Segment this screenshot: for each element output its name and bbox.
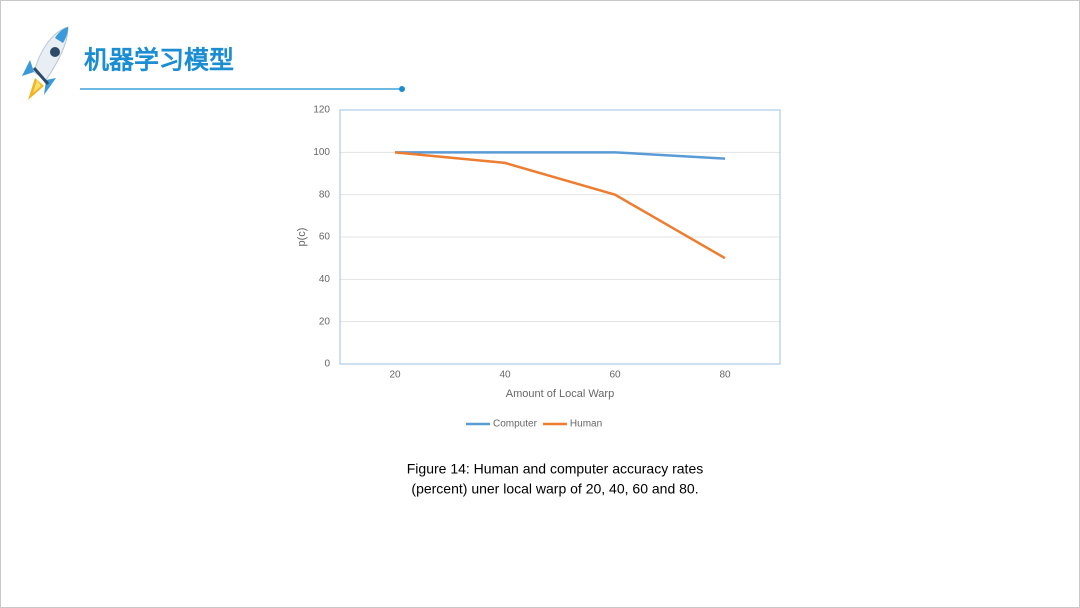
x-axis-label: Amount of Local Warp — [506, 388, 614, 400]
series-line — [394, 151, 726, 260]
y-tick-label: 120 — [313, 105, 330, 116]
caption-line: (percent) uner local warp of 20, 40, 60 … — [411, 481, 698, 497]
y-tick-label: 40 — [319, 274, 331, 285]
chart: 0 20 40 60 80 100 120 20 40 60 80 Amount of Local W… — [296, 105, 781, 430]
x-tick-label: 60 — [609, 370, 621, 381]
series-line — [395, 151, 726, 160]
x-tick-label: 80 — [719, 370, 731, 381]
underline-dot — [399, 86, 405, 92]
plot-frame — [339, 109, 781, 365]
y-tick-label: 20 — [319, 316, 331, 327]
y-tick-label: 0 — [324, 359, 330, 370]
legend-label: Computer — [493, 419, 538, 430]
slide-title: 机器学习模型 — [84, 46, 234, 75]
legend-label: Human — [570, 419, 602, 430]
y-axis-label: p(c) — [296, 228, 308, 247]
caption-line: Figure 14: Human and computer accuracy r… — [407, 461, 703, 477]
y-tick-label: 80 — [319, 189, 331, 200]
x-tick-label: 40 — [499, 370, 511, 381]
y-tick-label: 60 — [319, 232, 331, 243]
rocket-icon — [22, 26, 69, 100]
x-tick-label: 20 — [389, 370, 401, 381]
y-tick-label: 100 — [313, 147, 330, 158]
